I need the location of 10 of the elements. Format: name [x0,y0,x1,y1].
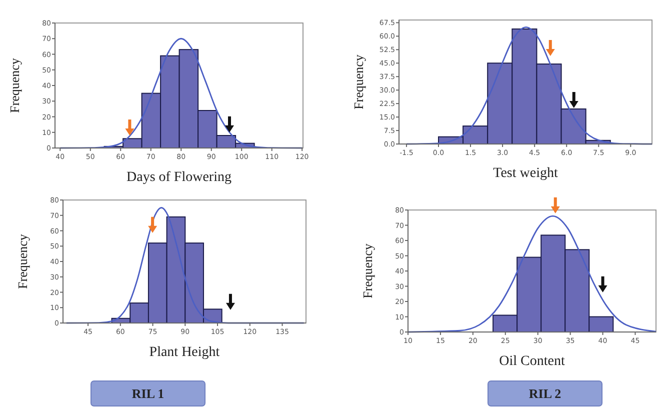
y-axis-title: Frequency [7,58,22,113]
text: RIL 2 [528,386,562,401]
x-axis-title: Plant Height [149,345,220,360]
y-axis-title: Frequency [351,54,366,110]
text: RIL 1 [132,386,164,401]
x-axis-title: Oil Content [499,354,565,369]
y-axis-title: Frequency [15,234,30,289]
x-axis-title: Test weight [493,166,558,181]
x-axis-title: Days of Flowering [126,170,232,185]
y-axis-title: Frequency [360,243,375,298]
